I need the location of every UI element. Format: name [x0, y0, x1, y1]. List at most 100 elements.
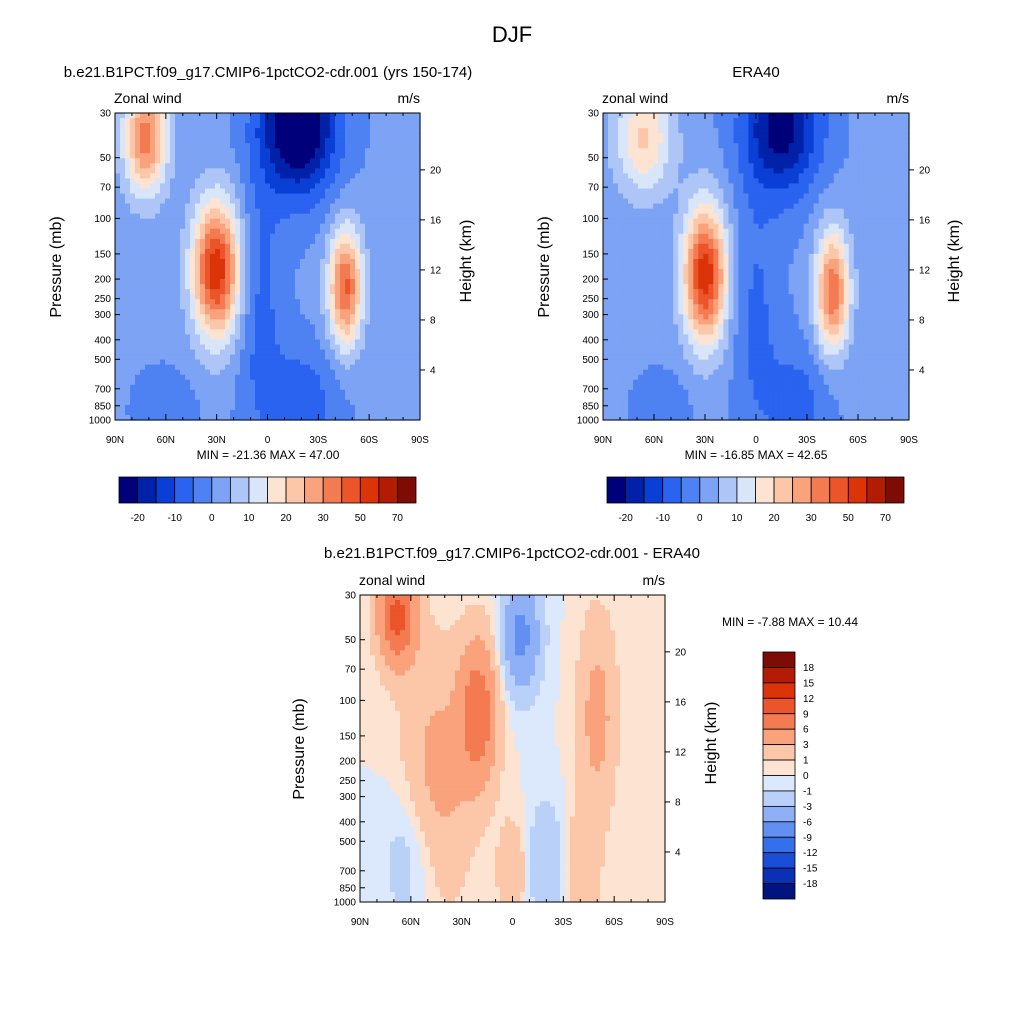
contour-cell — [698, 148, 704, 154]
contour-cell — [260, 218, 266, 225]
contour-cell — [135, 289, 141, 295]
contour-cell — [390, 339, 396, 346]
contour-cell — [285, 263, 291, 270]
contour-cell — [260, 128, 266, 134]
contour-cell — [375, 374, 381, 381]
contour-cell — [320, 223, 326, 230]
contour-cell — [330, 364, 336, 371]
contour-cell — [370, 223, 376, 230]
contour-cell — [155, 284, 161, 290]
colorbar-box — [378, 476, 398, 504]
contour-cell — [808, 163, 815, 169]
contour-cell — [375, 379, 381, 386]
contour-cell — [155, 188, 161, 195]
contour-cell — [145, 253, 151, 260]
contour-cell — [355, 118, 361, 124]
contour-cell — [275, 339, 281, 346]
contour-cell — [115, 349, 121, 356]
contour-cell — [628, 123, 634, 129]
contour-cell — [135, 253, 141, 260]
contour-cell — [400, 379, 406, 386]
contour-cell — [718, 153, 724, 159]
contour-cell — [295, 218, 301, 225]
contour-cell — [345, 279, 351, 285]
contour-cell — [300, 319, 306, 325]
contour-cell — [275, 409, 281, 416]
contour-cell — [120, 258, 126, 265]
contour-cell — [763, 178, 770, 185]
contour-cell — [160, 284, 166, 290]
contour-cell — [355, 269, 361, 275]
contour-cell — [380, 324, 386, 331]
contour-cell — [285, 319, 291, 325]
contour-cell — [165, 324, 171, 331]
contour-cell — [365, 404, 371, 411]
contour-cell — [410, 148, 416, 154]
contour-cell — [873, 143, 880, 149]
contour-cell — [638, 193, 644, 200]
y-right-tick-label: 20 — [430, 165, 442, 176]
contour-cell — [365, 173, 371, 180]
contour-cell — [325, 143, 331, 149]
contour-cell — [365, 414, 371, 421]
contour-cell — [663, 168, 669, 174]
contour-cell — [375, 409, 381, 416]
contour-cell — [683, 138, 689, 144]
contour-cell — [230, 213, 236, 220]
contour-cell — [165, 253, 171, 260]
contour-cell — [200, 258, 206, 265]
contour-cell — [205, 128, 211, 134]
contour-cell — [245, 274, 251, 280]
contour-cell — [330, 369, 336, 376]
contour-cell — [638, 128, 644, 134]
contour-cell — [240, 228, 246, 235]
contour-cell — [270, 213, 276, 220]
contour-cell — [165, 133, 171, 139]
contour-cell — [155, 354, 161, 361]
contour-cell — [380, 394, 386, 401]
contour-cell — [380, 253, 386, 260]
contour-cell — [185, 198, 191, 205]
contour-cell — [360, 188, 366, 195]
contour-cell — [375, 143, 381, 149]
contour-cell — [245, 223, 251, 230]
contour-cell — [150, 284, 156, 290]
contour-cell — [410, 188, 416, 195]
contour-cell — [350, 299, 356, 305]
contour-cell — [120, 243, 126, 250]
contour-cell — [758, 168, 765, 174]
contour-cell — [295, 118, 301, 124]
contour-cell — [195, 218, 201, 225]
contour-cell — [185, 369, 191, 376]
contour-cell — [255, 203, 261, 210]
contour-cell — [210, 213, 216, 220]
contour-cell — [225, 399, 231, 406]
contour-cell — [230, 354, 236, 361]
contour-cell — [330, 399, 336, 406]
contour-cell — [180, 198, 186, 205]
contour-cell — [380, 349, 386, 356]
contour-cell — [410, 379, 416, 386]
contour-cell — [798, 168, 805, 174]
contour-cell — [270, 258, 276, 265]
contour-cell — [190, 253, 196, 260]
contour-cell — [255, 118, 261, 124]
contour-cell — [873, 133, 880, 139]
contour-cell — [325, 258, 331, 265]
contour-cell — [415, 138, 421, 144]
contour-cell — [260, 178, 266, 185]
contour-cell — [375, 218, 381, 225]
contour-cell — [135, 379, 141, 386]
contour-cell — [410, 384, 416, 391]
contour-cell — [290, 374, 296, 381]
contour-cell — [330, 208, 336, 215]
contour-cell — [310, 258, 316, 265]
contour-cell — [345, 389, 351, 396]
contour-cell — [175, 158, 181, 164]
contour-cell — [275, 248, 281, 255]
contour-cell — [310, 228, 316, 235]
contour-cell — [155, 233, 161, 240]
contour-cell — [240, 218, 246, 225]
contour-cell — [125, 113, 131, 119]
contour-cell — [130, 304, 136, 310]
